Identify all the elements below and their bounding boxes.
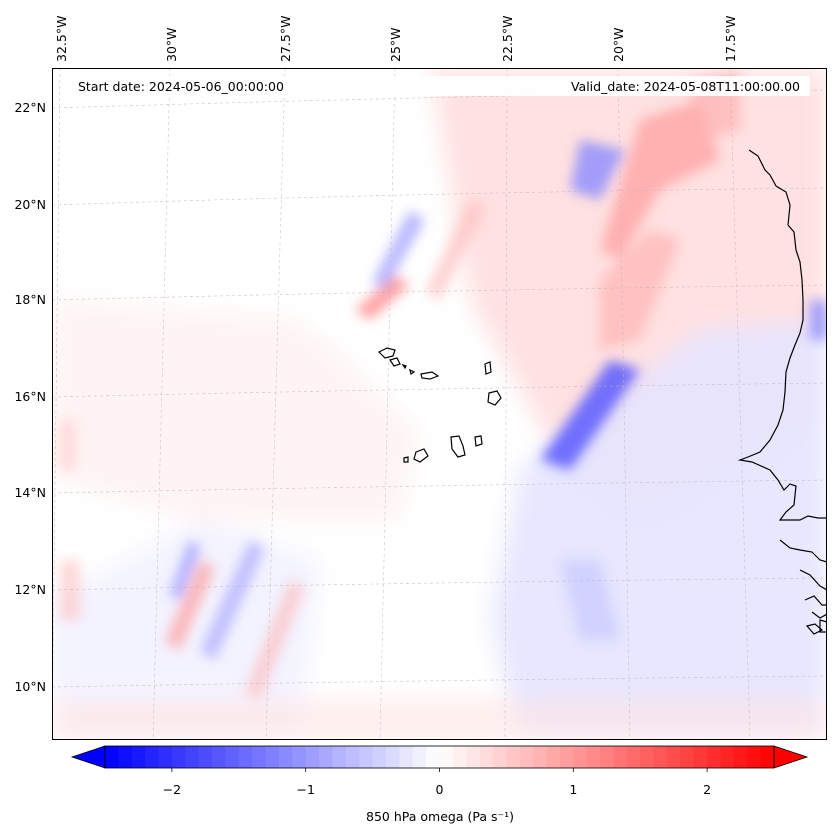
colorbar-cell xyxy=(118,746,133,768)
colorbar-cell xyxy=(185,746,200,768)
colorbar-cell xyxy=(198,746,213,768)
colorbar-cell xyxy=(385,746,400,768)
colorbar-cell xyxy=(733,746,748,768)
colorbar-cell xyxy=(158,746,173,768)
colorbar-label: 850 hPa omega (Pa s⁻¹) xyxy=(366,809,514,824)
omega-field xyxy=(52,68,827,740)
colorbar-cell xyxy=(519,746,534,768)
colorbar-tick-label: 0 xyxy=(436,782,444,797)
longitude-labels: 32.5°W 30°W 27.5°W 25°W 22.5°W 20°W 17.5… xyxy=(54,16,738,62)
lat-label: 22°N xyxy=(14,100,46,115)
header-backdrop xyxy=(70,76,810,96)
cape-verde-islands xyxy=(377,347,502,463)
colorbar-cell xyxy=(265,746,280,768)
colorbar-min-extension xyxy=(70,745,106,769)
colorbar-cell xyxy=(305,746,320,768)
colorbar-cell xyxy=(426,746,441,768)
colorbar-cell xyxy=(452,746,467,768)
lon-label: 22.5°W xyxy=(500,16,515,62)
colorbar-cell xyxy=(238,746,253,768)
lon-label: 30°W xyxy=(164,27,179,62)
colorbar-cell xyxy=(212,746,227,768)
colorbar-cell xyxy=(466,746,481,768)
colorbar-cell xyxy=(720,746,735,768)
graticule xyxy=(52,68,827,740)
lon-label: 25°W xyxy=(388,27,403,62)
colorbar-cell xyxy=(412,746,427,768)
colorbar-cell xyxy=(586,746,601,768)
lat-label: 14°N xyxy=(14,485,46,500)
colorbar-cell xyxy=(278,746,293,768)
colorbar-cell xyxy=(707,746,722,768)
colorbar-cell xyxy=(760,746,775,768)
colorbar-cell xyxy=(747,746,762,768)
latitude-labels: 22°N 20°N 18°N 16°N 14°N 12°N 10°N xyxy=(14,100,46,694)
lat-label: 12°N xyxy=(14,582,46,597)
colorbar-cell xyxy=(252,746,267,768)
colorbar-cell xyxy=(626,746,641,768)
colorbar-cell xyxy=(506,746,521,768)
colorbar-cell xyxy=(171,746,186,768)
lon-label: 20°W xyxy=(611,27,626,62)
colorbar-tick-label: −1 xyxy=(296,782,314,797)
lat-label: 18°N xyxy=(14,292,46,307)
lon-label: 32.5°W xyxy=(54,16,69,62)
colorbar-cell xyxy=(573,746,588,768)
colorbar-cell xyxy=(600,746,615,768)
colorbar-cell xyxy=(666,746,681,768)
lat-label: 16°N xyxy=(14,389,46,404)
colorbar-cell xyxy=(693,746,708,768)
colorbar-cell xyxy=(680,746,695,768)
colorbar-cell xyxy=(613,746,628,768)
colorbar-tick-label: 2 xyxy=(703,782,711,797)
colorbar-cell xyxy=(345,746,360,768)
colorbar-cell xyxy=(546,746,561,768)
colorbar-cell xyxy=(319,746,334,768)
colorbar-cell xyxy=(533,746,548,768)
start-date-label: Start date: 2024-05-06_00:00:00 xyxy=(78,79,284,94)
lat-label: 10°N xyxy=(14,679,46,694)
colorbar-cell xyxy=(359,746,374,768)
colorbar-cell xyxy=(225,746,240,768)
map-panel: Start date: 2024-05-06_00:00:00 Valid_da… xyxy=(52,68,827,740)
colorbar-tick-label: 1 xyxy=(569,782,577,797)
colorbar-cell xyxy=(292,746,307,768)
lon-label: 27.5°W xyxy=(278,16,293,62)
coastline-africa xyxy=(737,149,827,521)
map-frame xyxy=(52,68,827,740)
colorbar-cell xyxy=(439,746,454,768)
colorbar-cell xyxy=(372,746,387,768)
colorbar-cell xyxy=(399,746,414,768)
colorbar-cell xyxy=(479,746,494,768)
valid-date-label: Valid_date: 2024-05-08T11:00:00.00 xyxy=(571,79,800,94)
colorbar-cell xyxy=(131,746,146,768)
colorbar-cell xyxy=(640,746,655,768)
colorbar-tick-label: −2 xyxy=(163,782,181,797)
lon-label: 17.5°W xyxy=(723,16,738,62)
colorbar: −2 −1 0 1 2 850 hPa omega (Pa s⁻¹) xyxy=(70,745,809,824)
colorbar-cell xyxy=(332,746,347,768)
colorbar-cell xyxy=(559,746,574,768)
colorbar-cell xyxy=(653,746,668,768)
colorbar-cell xyxy=(105,746,119,768)
colorbar-cell xyxy=(145,746,160,768)
colorbar-max-extension xyxy=(773,745,809,769)
lat-label: 20°N xyxy=(14,197,46,212)
colorbar-cell xyxy=(493,746,507,768)
